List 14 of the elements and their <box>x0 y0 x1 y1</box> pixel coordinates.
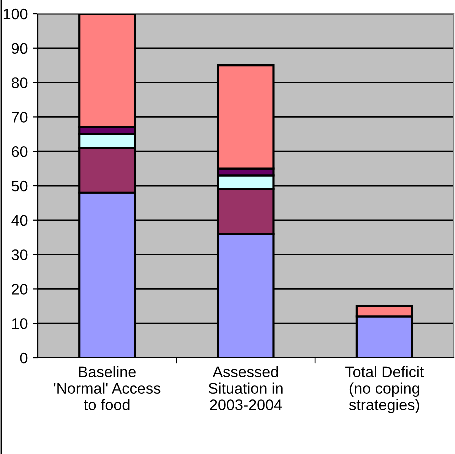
y-tick-label: 80 <box>12 78 28 88</box>
x-tick-label: Baseline 'Normal' Access to food <box>54 366 161 410</box>
y-tick-label: 100 <box>4 8 28 20</box>
x-tick-label: Total Deficit (no coping strategies) <box>346 366 424 414</box>
y-tick-label: 60 <box>12 146 28 158</box>
y-tick-label: 70 <box>12 112 28 123</box>
y-tick-label: 0 <box>20 352 28 364</box>
y-tick-label: 90 <box>12 43 28 54</box>
x-tick-label: Assessed Situation in 2003-2004 <box>208 366 283 410</box>
y-tick-label: 50 <box>12 180 28 192</box>
y-tick-label: 30 <box>12 250 28 260</box>
y-tick-label: 40 <box>12 215 28 226</box>
y-tick-label: 20 <box>12 284 28 295</box>
y-tick-label: 10 <box>12 318 28 330</box>
